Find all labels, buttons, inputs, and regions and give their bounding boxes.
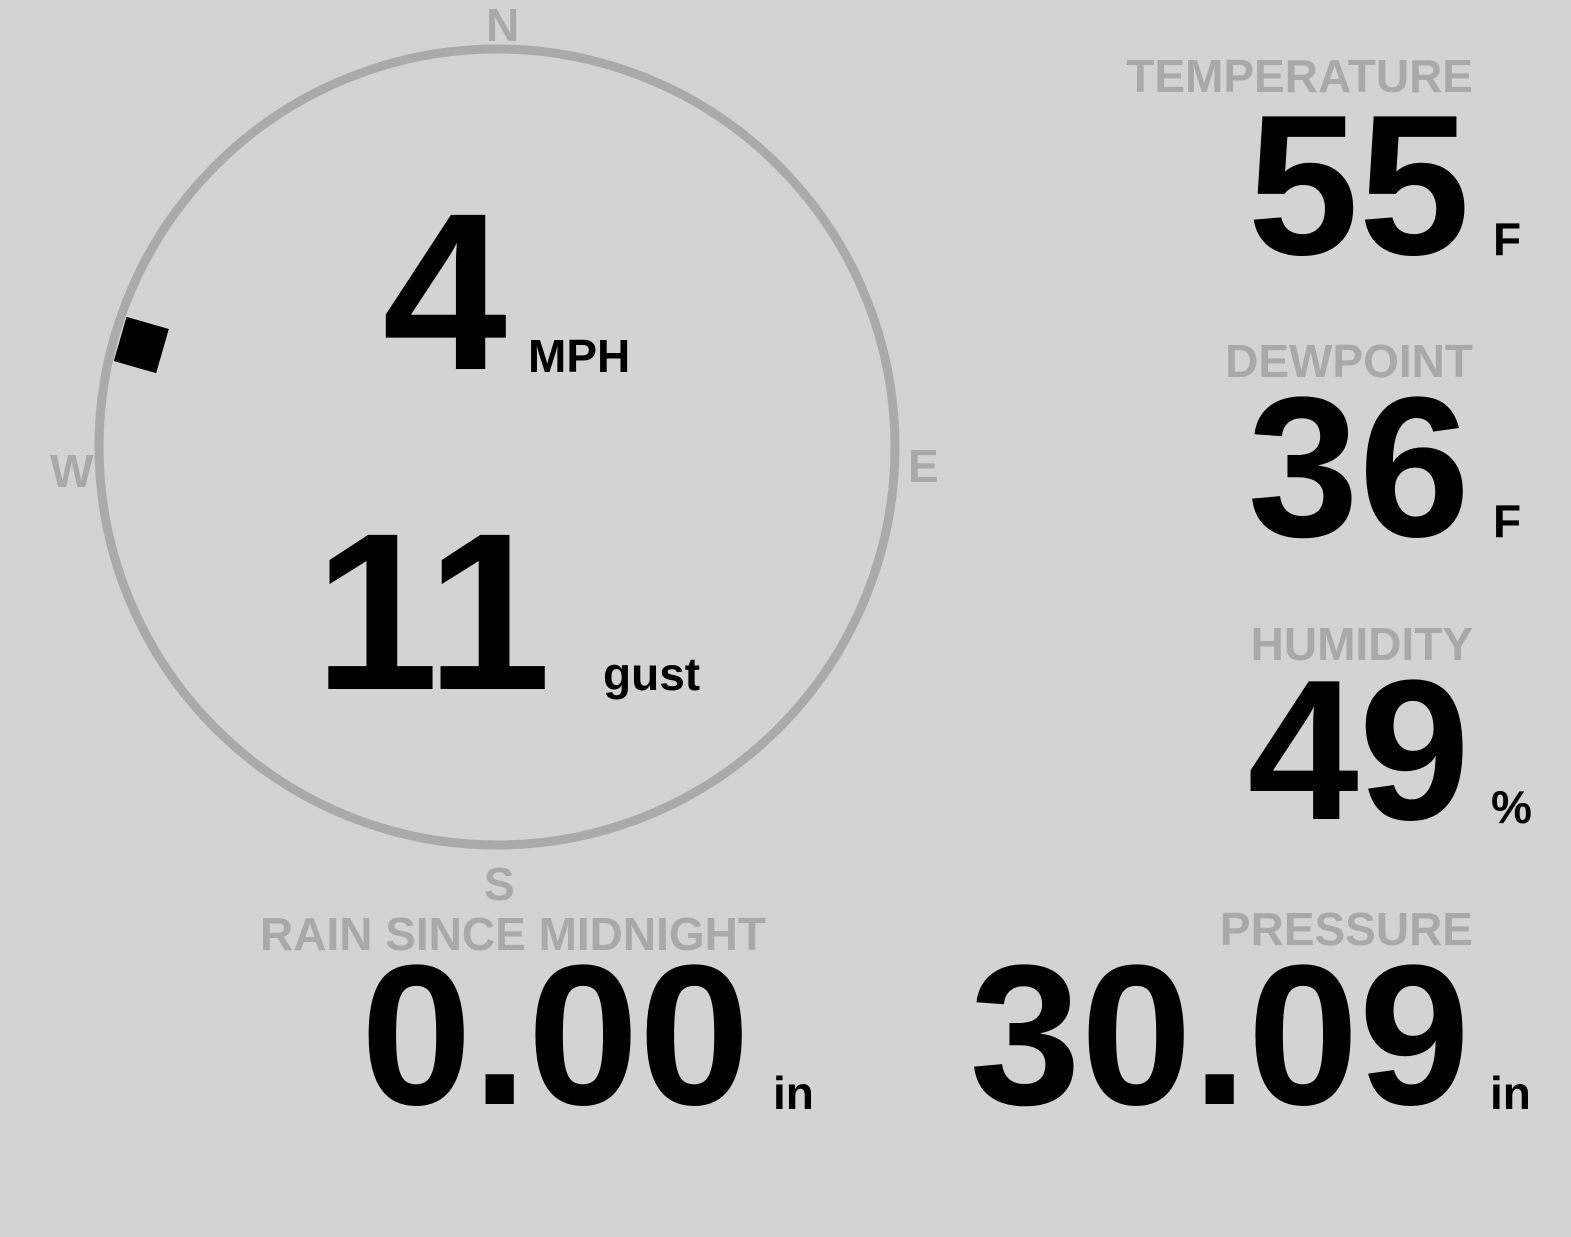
pressure-value: 30.09 bbox=[969, 924, 1471, 1147]
pressure-unit: in bbox=[1490, 1067, 1531, 1119]
wind-direction-marker bbox=[113, 316, 169, 374]
wind-speed-unit: MPH bbox=[528, 330, 631, 382]
compass-ring bbox=[94, 44, 900, 850]
compass-west-label: W bbox=[50, 445, 94, 497]
humidity-value: 49 bbox=[1247, 639, 1470, 862]
dewpoint-value: 36 bbox=[1247, 356, 1470, 579]
wind-speed-value: 4 bbox=[382, 167, 507, 417]
pressure-label: PRESSURE bbox=[1219, 903, 1473, 955]
rain-unit: in bbox=[773, 1067, 814, 1119]
rain-label: RAIN SINCE MIDNIGHT bbox=[260, 908, 766, 960]
compass-east-label: E bbox=[908, 440, 939, 492]
wind-gust-value: 11 bbox=[314, 487, 551, 737]
humidity-unit: % bbox=[1491, 781, 1532, 833]
compass-north-label: N bbox=[486, 0, 520, 51]
temperature-unit: F bbox=[1493, 213, 1522, 265]
dewpoint-label: DEWPOINT bbox=[1225, 335, 1473, 387]
temperature-value: 55 bbox=[1247, 74, 1470, 297]
rain-value: 0.00 bbox=[360, 924, 750, 1147]
dewpoint-unit: F bbox=[1493, 495, 1522, 547]
temperature-label: TEMPERATURE bbox=[1126, 50, 1473, 102]
humidity-label: HUMIDITY bbox=[1250, 618, 1473, 670]
compass-south-label: S bbox=[484, 858, 515, 910]
wind-gust-label: gust bbox=[603, 648, 701, 700]
